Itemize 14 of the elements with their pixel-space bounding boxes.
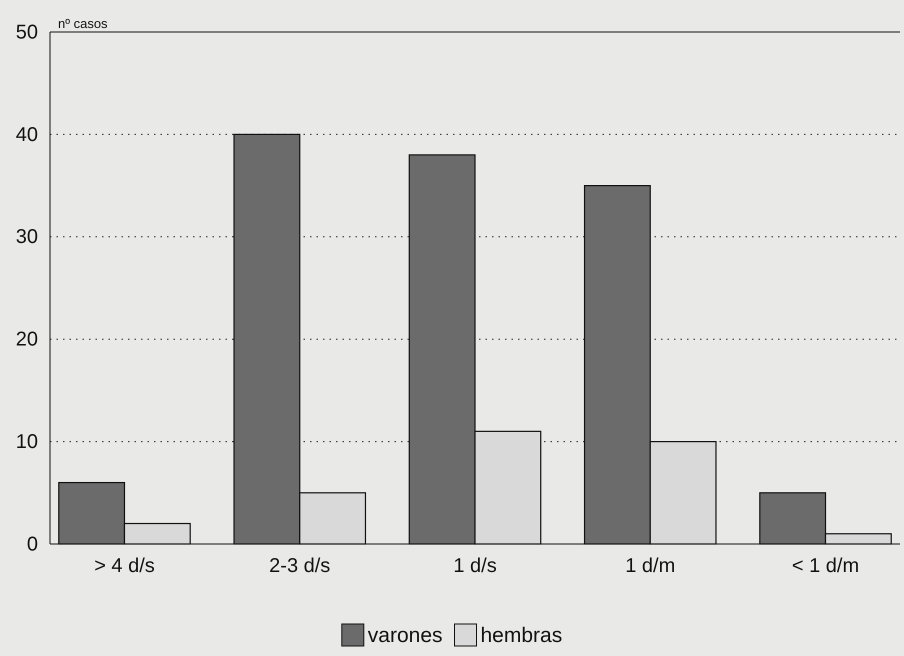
x-tick-label: > 4 d/s xyxy=(94,555,155,578)
y-tick-label: 30 xyxy=(16,226,38,248)
legend-label: varones xyxy=(368,624,443,647)
x-tick-label: < 1 d/m xyxy=(792,555,860,578)
y-tick-label: 50 xyxy=(16,21,38,44)
y-tick-label: 40 xyxy=(16,124,38,146)
y-tick-label: 20 xyxy=(16,328,38,351)
x-tick-label: 1 d/s xyxy=(453,555,497,578)
x-tick-label: 2-3 d/s xyxy=(269,555,330,578)
x-tick-label: 1 d/m xyxy=(625,555,676,578)
y-axis-title: nº casos xyxy=(58,16,108,31)
legend-label: hembras xyxy=(480,624,562,647)
y-tick-label: 10 xyxy=(16,431,38,453)
y-tick-label: 0 xyxy=(26,533,38,556)
